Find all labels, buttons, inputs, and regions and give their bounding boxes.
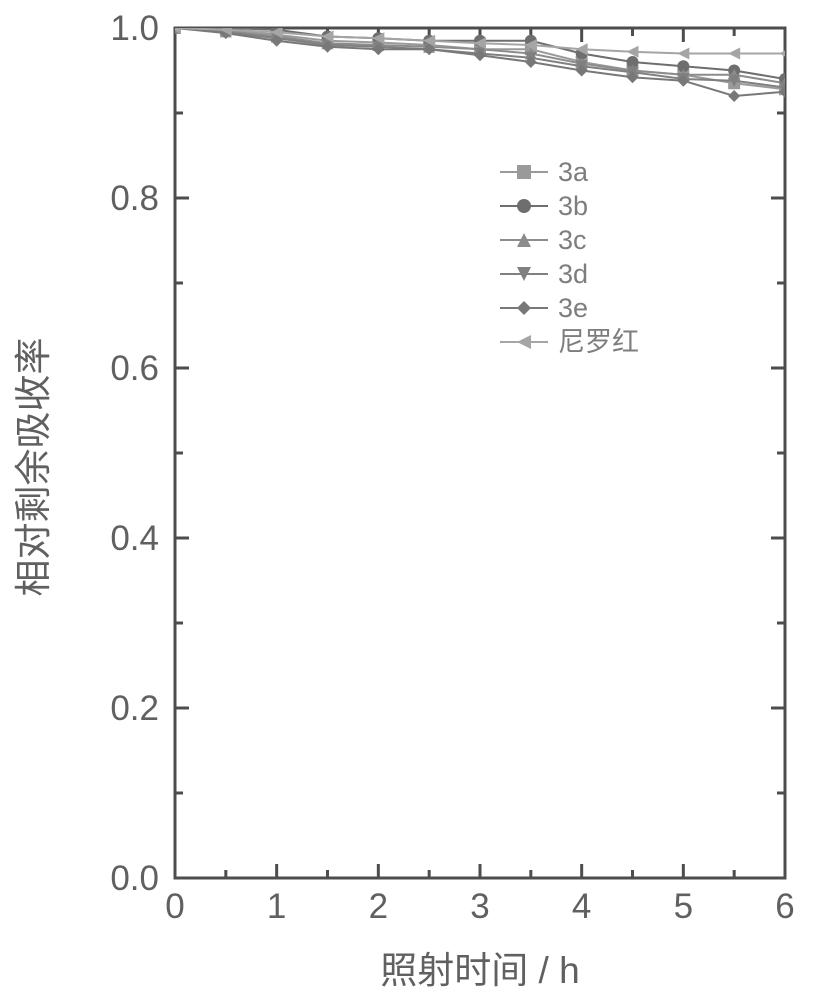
legend-label: 3d	[558, 259, 588, 289]
x-tick-label: 5	[674, 887, 693, 926]
y-tick-label: 0.6	[110, 349, 159, 388]
y-tick-label: 0.8	[110, 179, 159, 218]
y-tick-label: 1.0	[110, 9, 159, 48]
chart-container: 相对剩余吸收率 照射时间 / h 01234560.00.20.40.60.81…	[0, 0, 818, 1000]
x-tick-label: 4	[572, 887, 591, 926]
legend-label: 3b	[558, 191, 588, 221]
x-tick-label: 0	[165, 887, 184, 926]
x-tick-label: 6	[775, 887, 794, 926]
legend: 3a 3b 3c 3d 3e 尼罗红	[500, 157, 639, 357]
y-tick-label: 0.4	[110, 519, 159, 558]
x-tick-label: 1	[267, 887, 286, 926]
y-tick-label: 0.2	[110, 689, 159, 728]
x-tick-label: 3	[470, 887, 489, 926]
y-tick-label: 0.0	[110, 859, 159, 898]
legend-label: 3e	[558, 293, 588, 323]
legend-label: 3a	[558, 157, 589, 187]
x-tick-label: 2	[369, 887, 388, 926]
legend-label: 尼罗红	[558, 327, 639, 357]
legend-label: 3c	[558, 225, 587, 255]
plot-svg: 0 1 2 3 4 5 6 0.0 0.2 0.4 0.6 0.8 1.0 3a 3b 3c 3d 3e 尼罗红	[0, 0, 818, 1000]
